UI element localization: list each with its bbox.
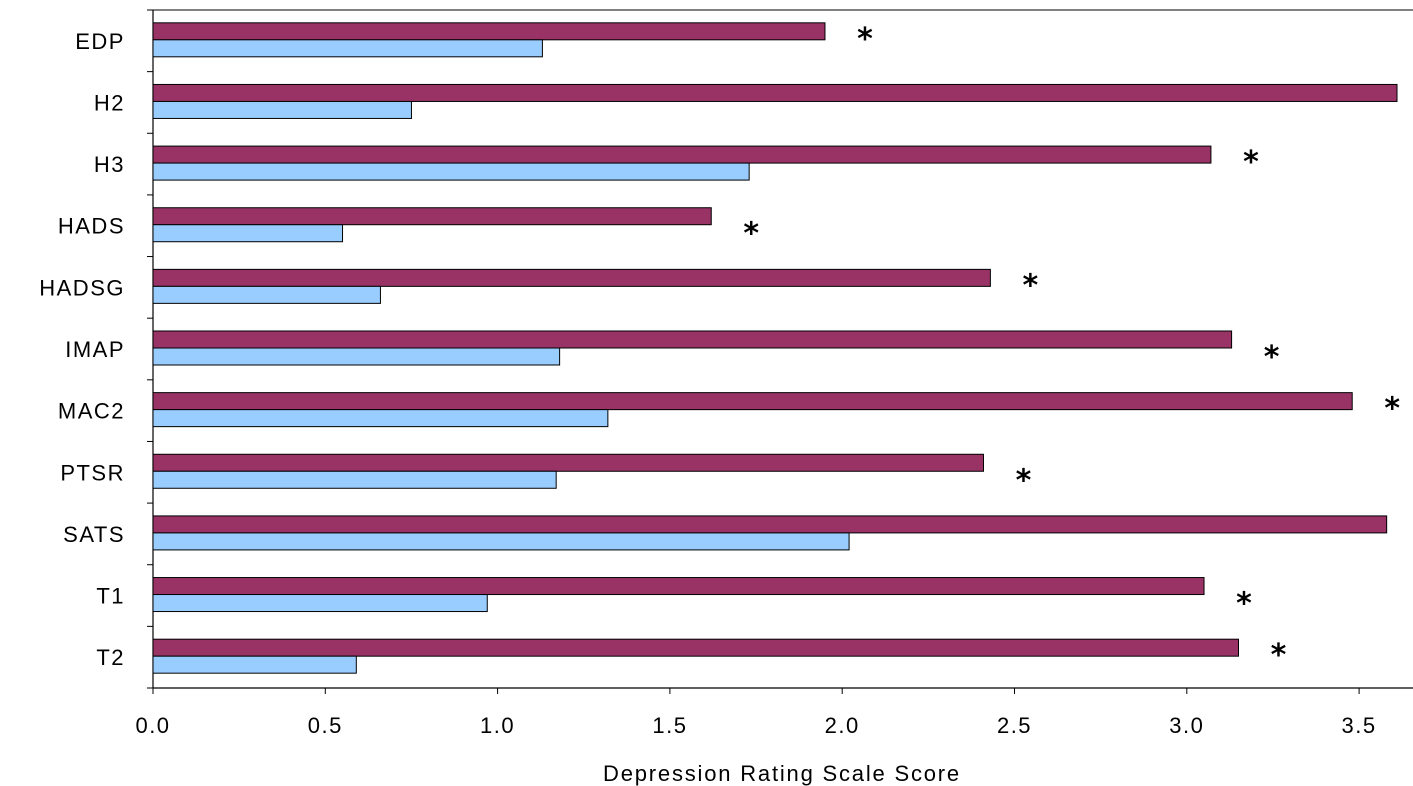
significance-star: *	[1236, 587, 1252, 622]
bar-sats-series-2	[152, 532, 850, 551]
y-tick-label: H3	[94, 152, 125, 177]
significance-star: *	[857, 22, 873, 57]
bar-t2-series-1	[152, 638, 1239, 657]
bar-t2-series-2	[152, 655, 357, 674]
x-tick-label: 0.5	[308, 713, 343, 738]
x-tick-label: 2.5	[997, 713, 1032, 738]
y-tick-label: EDP	[75, 29, 125, 54]
significance-star: *	[743, 217, 759, 252]
bar-h3-series-2	[152, 162, 750, 181]
bar-imap-series-2	[152, 347, 561, 366]
significance-star: *	[1016, 463, 1032, 498]
bar-mac2-series-1	[152, 392, 1353, 411]
x-tick-label: 1.5	[652, 713, 687, 738]
y-tick-label: HADSG	[39, 275, 125, 300]
bar-h2-series-2	[152, 100, 412, 119]
significance-markers: ***********	[743, 22, 1400, 673]
bar-t1-series-1	[152, 577, 1205, 596]
significance-star: *	[1023, 268, 1039, 303]
significance-star: *	[1384, 392, 1400, 427]
y-tick-label: IMAP	[65, 337, 125, 362]
significance-star: *	[1264, 340, 1280, 375]
y-tick-label: SATS	[63, 522, 125, 547]
bar-ptsr-series-1	[152, 453, 984, 472]
x-tick-label: 1.0	[480, 713, 515, 738]
bars	[152, 22, 1398, 674]
y-tick-label: T2	[96, 645, 125, 670]
bar-hadsg-series-1	[152, 268, 991, 287]
x-tick-label: 3.0	[1169, 713, 1204, 738]
bar-h2-series-1	[152, 83, 1398, 102]
x-tick-label: 2.0	[825, 713, 860, 738]
y-tick-label: T1	[96, 584, 125, 609]
y-tick-label: PTSR	[60, 460, 125, 485]
y-tick-label: HADS	[58, 214, 125, 239]
bar-ptsr-series-2	[152, 470, 557, 489]
bar-imap-series-1	[152, 330, 1233, 349]
significance-star: *	[1243, 145, 1259, 180]
y-tick-label: H2	[94, 90, 125, 115]
significance-star: *	[1271, 638, 1287, 673]
bar-mac2-series-2	[152, 409, 609, 428]
x-axis-title: Depression Rating Scale Score	[603, 761, 961, 786]
x-tick-labels: 0.0 0.5 1.0 1.5 2.0 2.5 3.0 3.5	[135, 713, 1377, 738]
y-tick-labels: EDP H2 H3 HADS HADSG IMAP MAC2 PTSR SATS T1 T2	[39, 29, 125, 670]
x-tick-label: 3.5	[1342, 713, 1377, 738]
bar-edp-series-1	[152, 22, 826, 41]
bar-h3-series-1	[152, 145, 1212, 164]
bar-hads-series-1	[152, 207, 712, 226]
y-tick-label: MAC2	[58, 399, 125, 424]
bar-sats-series-1	[152, 515, 1388, 534]
x-tick-label: 0.0	[135, 713, 170, 738]
bar-t1-series-2	[152, 594, 488, 613]
bar-hads-series-2	[152, 224, 344, 243]
bar-edp-series-2	[152, 39, 543, 58]
bar-hadsg-series-2	[152, 285, 381, 304]
